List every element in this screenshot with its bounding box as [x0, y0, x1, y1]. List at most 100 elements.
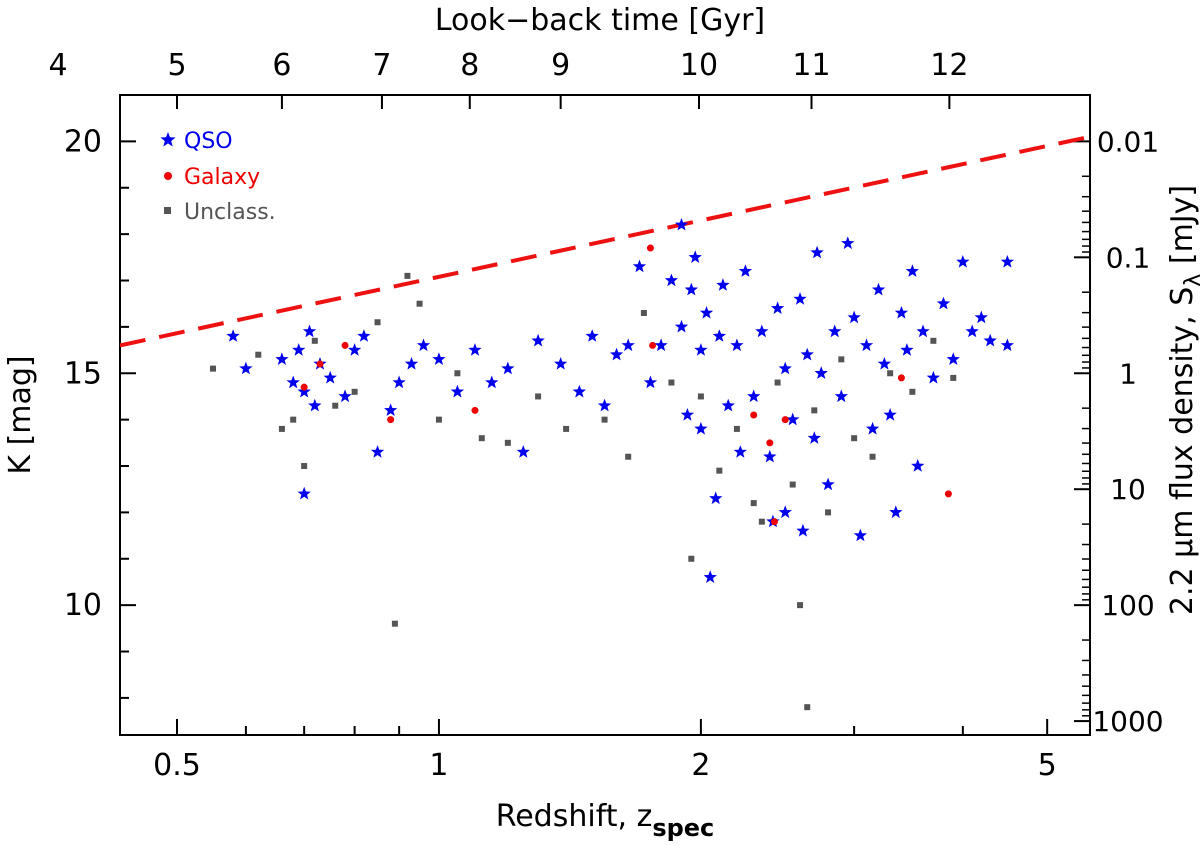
right-tick-label: 100 [1101, 589, 1154, 622]
qso-point [889, 505, 903, 519]
qso-point [738, 264, 753, 277]
legend-square-icon [164, 207, 171, 214]
qso-point [680, 408, 695, 421]
qso-point [1000, 338, 1014, 352]
qso-point [302, 324, 317, 338]
unclass-point [758, 518, 765, 525]
qso-point [810, 245, 824, 259]
y-tick-label: 10 [64, 588, 102, 623]
unclass-point [504, 439, 511, 446]
qso-point [292, 343, 306, 356]
qso-point [730, 338, 744, 352]
top-tick-label: 4 [49, 48, 68, 83]
unclass-point [435, 416, 442, 423]
legend-item-unclass: Unclass. [164, 200, 276, 225]
qso-point [747, 389, 761, 403]
galaxy-point [316, 360, 324, 368]
right-tick-label: 1 [1119, 357, 1137, 390]
qso-point [450, 384, 464, 398]
unclass-point [478, 435, 485, 442]
qso-point [974, 310, 988, 324]
x-axis-title: Redshift, zspec [496, 799, 715, 842]
qso-point [432, 352, 446, 365]
qso-point [554, 357, 568, 370]
qso-point [609, 347, 624, 361]
y-axis-title: K [mag] [3, 355, 38, 474]
unclass-point [789, 481, 796, 488]
unclass-point [311, 337, 318, 344]
qso-point [654, 338, 668, 352]
qso-point [485, 375, 499, 389]
unclass-point [563, 425, 570, 432]
galaxy-point [387, 416, 395, 424]
qso-point [297, 384, 311, 398]
unclass-point [332, 402, 339, 409]
unclass-point [351, 388, 358, 395]
unclass-point [838, 356, 845, 363]
unclass-point [535, 393, 542, 400]
qso-point [338, 389, 352, 403]
legend-label-unclass: Unclass. [184, 200, 276, 225]
qso-point [384, 403, 398, 416]
unclass-point [290, 416, 297, 423]
legend-circle-icon [164, 172, 172, 180]
qso-point [416, 338, 431, 352]
unclass-point [301, 463, 308, 470]
qso-point [308, 398, 322, 412]
x-tick-label: 1 [429, 748, 448, 783]
galaxy-point [766, 439, 774, 447]
qso-point [694, 343, 708, 356]
y-tick-label: 15 [64, 356, 102, 391]
qso-point [699, 306, 714, 319]
unclass-point [640, 309, 647, 316]
qso-point [297, 486, 311, 500]
unclass-point [374, 319, 381, 326]
right-tick-label: 0.01 [1097, 125, 1159, 158]
qso-point [468, 343, 482, 356]
unclass-point [851, 435, 858, 442]
legend: QSO Galaxy Unclass. [160, 129, 276, 225]
qso-point [516, 445, 530, 458]
qso-point [847, 310, 861, 324]
qso-point [1000, 255, 1014, 268]
qso-point [778, 505, 792, 519]
unclass-point [909, 388, 916, 395]
qso-point [721, 398, 735, 412]
unclass-point [454, 370, 461, 377]
qso-point [900, 343, 914, 356]
qso-point [834, 389, 848, 403]
qso-point [821, 477, 835, 491]
right-axis-title: 2.2 μm flux density, Sλ [mJy] [1165, 185, 1200, 615]
limit-line [119, 134, 1091, 348]
qso-point [357, 329, 371, 342]
qso-point [755, 324, 769, 338]
unclass-point [950, 374, 957, 381]
qso-point [674, 217, 689, 231]
qso-point [926, 370, 940, 384]
qso-point [712, 329, 726, 342]
qso-point [853, 528, 867, 542]
qso-point [531, 333, 545, 347]
qso-point [916, 324, 930, 338]
galaxy-point [897, 374, 905, 382]
top-tick-label: 10 [680, 48, 718, 83]
galaxy-point [471, 406, 479, 414]
qso-point [286, 375, 300, 389]
qso-point [664, 273, 679, 287]
qso-point [674, 319, 689, 333]
legend-label-qso: QSO [184, 129, 233, 154]
qso-point [786, 412, 800, 426]
qso-point [226, 329, 240, 342]
qso-point [905, 264, 919, 277]
qso-point [796, 523, 810, 537]
unclass-point [668, 379, 675, 386]
unclass-point [733, 425, 740, 432]
galaxy-point [649, 341, 657, 349]
unclass-point [210, 365, 217, 372]
top-tick-label: 7 [372, 48, 391, 83]
unclass-point [697, 393, 704, 400]
qso-point [946, 352, 960, 365]
plot-frame [119, 94, 1091, 736]
unclass-point [797, 602, 804, 609]
